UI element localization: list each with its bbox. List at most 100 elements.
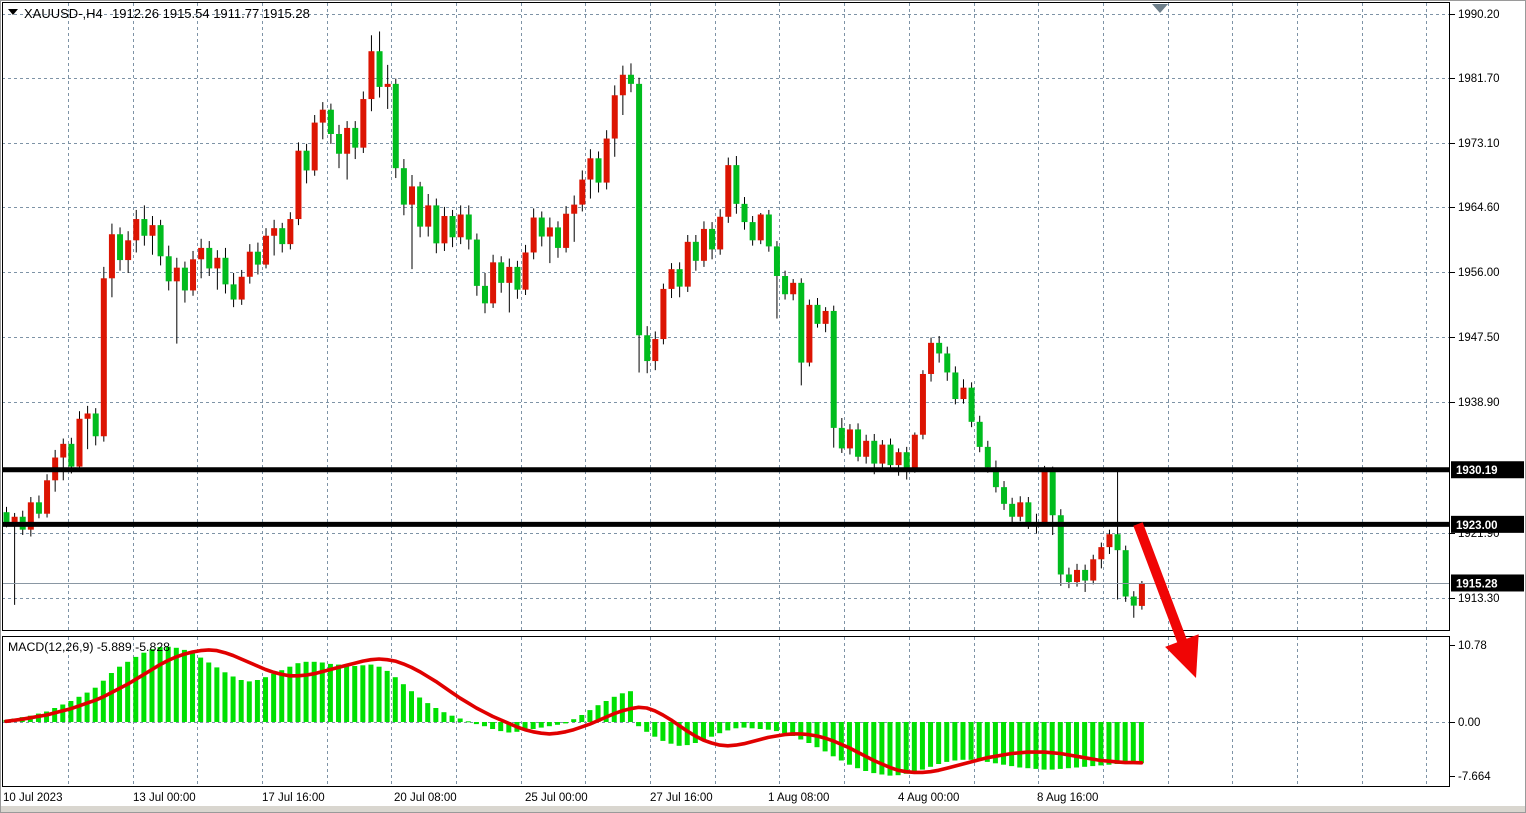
- bear-candle-body: [473, 239, 480, 286]
- bull-candle-body: [287, 219, 294, 245]
- macd-histogram-bar: [798, 722, 804, 740]
- candle: [230, 272, 237, 308]
- candle: [287, 212, 294, 250]
- time-axis-label: 27 Jul 16:00: [650, 792, 713, 804]
- bull-candle-body: [246, 251, 253, 277]
- bull-candle-body: [263, 235, 270, 265]
- bear-candle-body: [692, 241, 699, 261]
- bull-candle-body: [1017, 502, 1024, 517]
- candle: [327, 103, 334, 144]
- macd-histogram-bar: [968, 722, 974, 760]
- bull-candle-body: [198, 247, 205, 260]
- bull-candle-body: [619, 74, 626, 96]
- macd-histogram-bar: [287, 666, 293, 722]
- bear-candle-body: [222, 257, 229, 285]
- macd-histogram-bar: [1130, 722, 1136, 764]
- support-resistance-line[interactable]: [2, 521, 1450, 527]
- macd-histogram-bar: [1065, 722, 1071, 769]
- macd-histogram-bar: [465, 721, 471, 723]
- macd-histogram-bar: [782, 722, 788, 734]
- arrow-head[interactable]: [1165, 634, 1199, 678]
- arrow-shaft[interactable]: [1133, 522, 1189, 648]
- macd-histogram-bar: [1106, 722, 1112, 765]
- candle: [433, 198, 440, 254]
- bear-candle-body: [376, 51, 383, 87]
- price-axis-label: 1973.10: [1458, 138, 1500, 150]
- main-chart-frame: [2, 2, 1450, 631]
- candle: [879, 440, 886, 470]
- macd-histogram-bar: [636, 722, 642, 727]
- horizontal-price-lines[interactable]: [2, 467, 1450, 584]
- price-line-badge-label: 1923.00: [1456, 520, 1498, 532]
- bear-candle-body: [514, 266, 521, 290]
- price-axis-label: 1956.00: [1458, 267, 1500, 279]
- bear-candle-body: [887, 444, 894, 466]
- candle: [263, 228, 270, 269]
- candle: [660, 283, 667, 345]
- bear-candle-body: [3, 512, 10, 523]
- bull-candle-body: [76, 418, 83, 467]
- bull-candle-body: [384, 83, 391, 87]
- bear-candle-body: [206, 247, 213, 269]
- bear-candle-body: [871, 440, 878, 464]
- macd-histogram-bar: [473, 722, 479, 725]
- macd-histogram-bar: [92, 687, 98, 722]
- macd-histogram-bar: [1025, 722, 1031, 769]
- bear-candle-body: [1130, 596, 1137, 606]
- macd-histogram-bar: [855, 722, 861, 769]
- macd-histogram-bar: [652, 722, 658, 737]
- macd-histogram-bar: [611, 696, 617, 722]
- macd-histogram-bar: [733, 722, 739, 729]
- bear-candle-body: [554, 227, 561, 248]
- macd-histogram-bar: [376, 666, 382, 722]
- trend-arrow-annotation[interactable]: [1133, 522, 1199, 678]
- candle: [960, 379, 967, 404]
- candle: [336, 124, 343, 169]
- candle: [27, 497, 34, 537]
- candle: [749, 216, 756, 246]
- symbol-readout[interactable]: XAUUSD-,H4 1912.26 1915.54 1911.77 1915.…: [8, 6, 310, 21]
- candle: [117, 227, 124, 271]
- price-axis[interactable]: 1990.20 1981.70 1973.10 1964.60 1956.00 1947.…: [1450, 9, 1524, 783]
- candle: [141, 205, 148, 246]
- symbol-dropdown-triangle-icon[interactable]: [8, 9, 18, 15]
- bull-candle-body: [1041, 471, 1048, 523]
- bear-candle-body: [141, 219, 148, 236]
- macd-histogram-bar: [1041, 722, 1047, 770]
- bull-candle-body: [571, 204, 578, 214]
- candle: [35, 495, 42, 519]
- bear-candle-body: [944, 353, 951, 373]
- candle: [798, 278, 805, 386]
- macd-histogram-bar: [141, 652, 147, 722]
- bull-candle-body: [271, 228, 278, 236]
- support-resistance-line[interactable]: [2, 467, 1450, 473]
- bull-candle-body: [441, 216, 448, 244]
- candle: [295, 142, 302, 226]
- bull-candle-body: [895, 452, 902, 466]
- bear-candle-body: [1025, 502, 1032, 525]
- macd-histogram-bar: [790, 722, 796, 736]
- macd-histogram-bar: [214, 667, 220, 722]
- candle: [149, 216, 156, 255]
- candle: [271, 219, 278, 256]
- bear-candle-body: [838, 427, 845, 449]
- chart-shift-marker-icon[interactable]: [1152, 4, 1168, 13]
- candle: [571, 195, 578, 242]
- candle: [157, 219, 164, 266]
- macd-histogram-bar: [400, 684, 406, 722]
- macd-histogram-bar: [984, 722, 990, 762]
- time-axis[interactable]: 10 Jul 2023 13 Jul 00:00 17 Jul 16:00 20 Ju…: [3, 792, 1098, 804]
- macd-histogram-bar: [863, 722, 869, 771]
- macd-indicator-panel: [3, 646, 1144, 776]
- macd-histogram-bar: [425, 703, 431, 722]
- macd-histogram-bar: [457, 718, 463, 722]
- candle: [603, 130, 610, 190]
- bear-candle-body: [465, 214, 472, 240]
- bear-candle-body: [68, 443, 75, 467]
- candle: [952, 366, 959, 405]
- macd-histogram-bar: [717, 722, 723, 734]
- macd-histogram-bar: [319, 662, 325, 722]
- macd-histogram-bar: [76, 696, 82, 722]
- candle: [538, 211, 545, 247]
